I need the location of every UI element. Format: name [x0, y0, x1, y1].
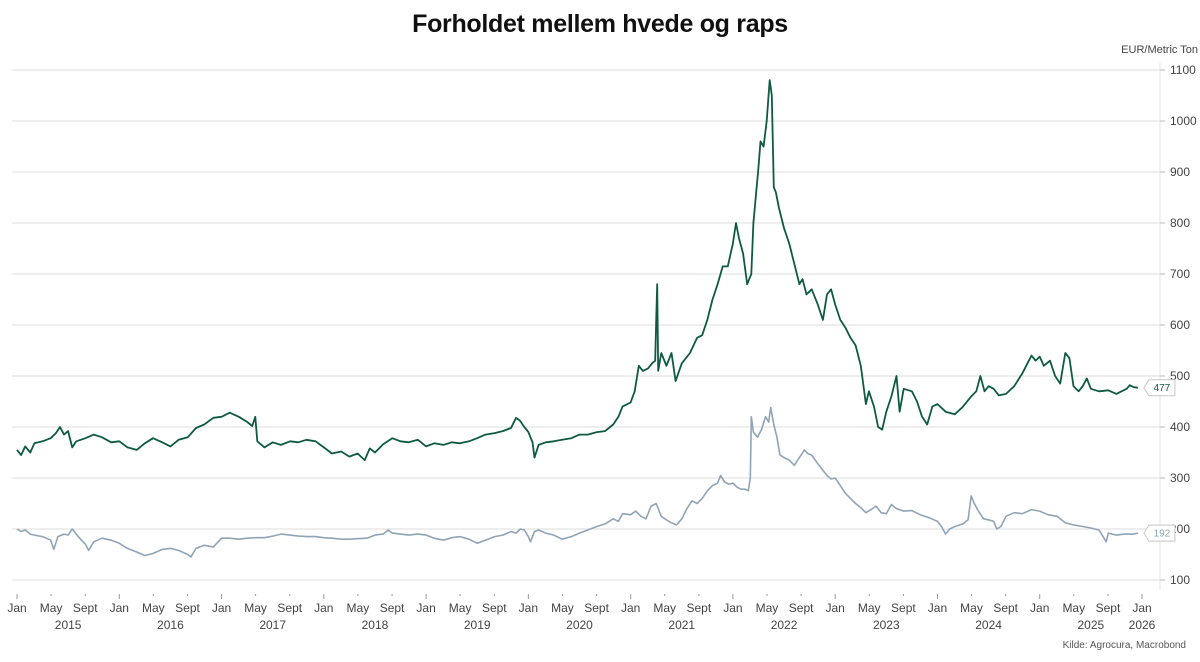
callout-box	[1143, 524, 1176, 542]
x-tick-label: May	[244, 601, 267, 615]
x-tick-label: Sept	[993, 601, 1018, 615]
chart-title: Forholdet mellem hvede og raps	[412, 10, 788, 38]
x-year-label: 2026	[1129, 618, 1156, 632]
x-tick-label: May	[1062, 601, 1085, 615]
x-tick-label: Jan	[7, 601, 26, 615]
x-year-label: 2015	[55, 618, 82, 632]
x-tick-label: May	[142, 601, 165, 615]
source-note: Kilde: Agrocura, Macrobond	[1062, 640, 1186, 651]
x-tick-label: Jan	[928, 601, 947, 615]
x-year-label: 2020	[566, 618, 593, 632]
x-tick-label: Jan	[212, 601, 231, 615]
x-year-label: 2024	[975, 618, 1002, 632]
x-year-label: 2025	[1078, 618, 1105, 632]
callout-label: 477	[1154, 383, 1171, 394]
x-tick-label: Sept	[1096, 601, 1121, 615]
x-year-label: 2016	[157, 618, 184, 632]
callout-label: 192	[1154, 529, 1171, 540]
y-tick-label: 700	[1170, 267, 1190, 281]
x-tick-label: May	[756, 601, 779, 615]
x-tick-label: Sept	[73, 601, 98, 615]
x-tick-label: Jan	[1132, 601, 1151, 615]
y-tick-label: 900	[1170, 165, 1190, 179]
x-year-label: 2017	[259, 618, 286, 632]
series-line-hvede	[16, 406, 1139, 558]
x-tick-label: Sept	[482, 601, 507, 615]
x-year-label: 2022	[771, 618, 798, 632]
x-tick-label: Jan	[416, 601, 435, 615]
x-year-label: 2019	[464, 618, 491, 632]
x-tick-label: Jan	[1030, 601, 1049, 615]
y-tick-label: 800	[1170, 216, 1190, 230]
y-tick-label: 100	[1170, 573, 1190, 587]
x-year-label: 2023	[873, 618, 900, 632]
y-tick-label: 1100	[1170, 63, 1196, 77]
x-tick-label: May	[551, 601, 574, 615]
callout-box	[1143, 379, 1176, 397]
x-tick-label: Sept	[277, 601, 302, 615]
x-tick-label: Sept	[175, 601, 200, 615]
x-tick-label: May	[858, 601, 881, 615]
value-callouts: 477 192	[1143, 379, 1176, 542]
x-tick-label: Sept	[687, 601, 712, 615]
x-tick-label: Jan	[110, 601, 129, 615]
callout-hvede: 192	[1143, 524, 1176, 542]
x-tick-label: Jan	[723, 601, 742, 615]
series-lines	[16, 79, 1139, 558]
x-tick-label: May	[960, 601, 983, 615]
callout-raps: 477	[1143, 379, 1176, 397]
x-tick-label: May	[653, 601, 676, 615]
x-tick-label: May	[347, 601, 370, 615]
y-tick-label: 600	[1170, 318, 1190, 332]
x-tick-label: Jan	[826, 601, 845, 615]
y-tick-label: 300	[1170, 471, 1190, 485]
x-year-label: 2018	[362, 618, 389, 632]
x-tick-label: Sept	[789, 601, 814, 615]
x-tick-label: May	[449, 601, 472, 615]
x-tick-label: Sept	[380, 601, 405, 615]
x-year-label: 2021	[668, 618, 695, 632]
y-tick-label: 1000	[1170, 114, 1197, 128]
gridlines	[12, 69, 1160, 581]
x-tick-label: Jan	[621, 601, 640, 615]
x-tick-label: Sept	[891, 601, 916, 615]
y-tick-label: 400	[1170, 420, 1190, 434]
x-tick-label: May	[40, 601, 63, 615]
x-axis: Jan May Sept Jan May Sept Jan May Sept Jan May Sept…	[7, 594, 1156, 632]
x-tick-label: Jan	[314, 601, 333, 615]
series-line-raps	[16, 79, 1139, 461]
x-tick-label: Jan	[519, 601, 538, 615]
y-axis-unit-label: EUR/Metric Ton	[1121, 44, 1198, 56]
x-tick-label: Sept	[584, 601, 609, 615]
